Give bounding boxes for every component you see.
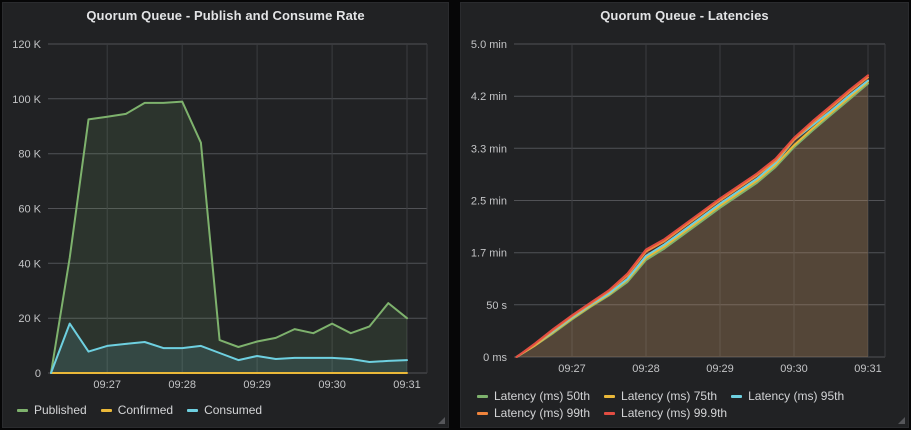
y-tick-label: 80 K xyxy=(18,149,41,161)
axis-labels: 5.0 min 4.2 min 3.3 min 2.5 min 1.7 min 50 s 0… xyxy=(471,39,882,375)
legend-item-published[interactable]: Published xyxy=(17,402,87,419)
y-tick-label: 100 K xyxy=(12,94,41,106)
area-published xyxy=(51,101,407,373)
panel-resize-handle-icon[interactable] xyxy=(438,417,445,424)
series-lines xyxy=(50,100,408,374)
legend-label: Consumed xyxy=(204,403,263,417)
panel-publish-consume-rate: Quorum Queue - Publish and Consume Rate … xyxy=(2,2,449,428)
y-tick-label: 3.3 min xyxy=(471,143,507,155)
x-tick-label: 09:31 xyxy=(854,363,882,375)
x-tick-label: 09:27 xyxy=(93,379,121,391)
legend-item-latency-ms-99-9th[interactable]: Latency (ms) 99.9th xyxy=(604,405,727,422)
y-tick-label: 60 K xyxy=(18,204,41,216)
legend-swatch-icon xyxy=(604,395,616,398)
axis-labels: 120 K 100 K 80 K 60 K 40 K 20 K 0 09:27 09:28 09:… xyxy=(12,39,421,391)
y-tick-label: 50 s xyxy=(486,300,507,312)
x-tick-label: 09:30 xyxy=(780,363,808,375)
legend-label: Latency (ms) 50th xyxy=(494,389,591,403)
series-lines xyxy=(515,74,869,358)
legend-swatch-icon xyxy=(477,412,488,415)
legend-swatch-icon xyxy=(604,412,616,415)
legend-swatch-icon xyxy=(187,409,199,412)
x-tick-label: 09:28 xyxy=(168,379,196,391)
line-published xyxy=(50,100,408,374)
legend-item-confirmed[interactable]: Confirmed xyxy=(100,402,174,419)
area-consumed xyxy=(51,323,407,373)
legend-item-latency-ms-99th[interactable]: Latency (ms) 99th xyxy=(477,405,590,422)
series-areas xyxy=(51,101,407,373)
latencies-chart[interactable]: 5.0 min 4.2 min 3.3 min 2.5 min 1.7 min 50 s 0… xyxy=(461,3,908,385)
legend-label: Latency (ms) 99th xyxy=(494,406,591,420)
legend-latencies: Latency (ms) 50th Latency (ms) 75th Latenc… xyxy=(477,388,869,422)
legend-item-latency-ms-75th[interactable]: Latency (ms) 75th xyxy=(604,388,717,405)
legend-item-consumed[interactable]: Consumed xyxy=(187,402,262,419)
y-tick-label: 1.7 min xyxy=(471,248,507,260)
legend-label: Confirmed xyxy=(117,403,174,417)
x-tick-label: 09:30 xyxy=(318,379,346,391)
panel-latencies: Quorum Queue - Latencies 5.0 min 4.2 min 3… xyxy=(460,2,909,428)
y-tick-label: 20 K xyxy=(18,313,41,325)
x-tick-label: 09:27 xyxy=(558,363,586,375)
panel-title-publish-consume[interactable]: Quorum Queue - Publish and Consume Rate xyxy=(86,8,365,23)
y-tick-label: 0 xyxy=(35,368,41,380)
area-latency-ms-50th xyxy=(516,83,868,357)
legend-publish-consume: Published Confirmed Consumed xyxy=(17,402,276,419)
y-tick-label: 2.5 min xyxy=(471,196,507,208)
legend-swatch-icon xyxy=(477,395,488,398)
legend-item-latency-ms-50th[interactable]: Latency (ms) 50th xyxy=(477,388,590,405)
x-tick-label: 09:29 xyxy=(706,363,734,375)
publish-consume-chart[interactable]: 120 K 100 K 80 K 60 K 40 K 20 K 0 09:27 09:28 09:… xyxy=(3,3,448,403)
legend-item-latency-ms-95th[interactable]: Latency (ms) 95th xyxy=(731,388,844,405)
legend-label: Published xyxy=(34,403,87,417)
y-tick-label: 120 K xyxy=(12,39,41,51)
legend-label: Latency (ms) 99.9th xyxy=(621,406,728,420)
legend-swatch-icon xyxy=(100,409,112,412)
area-latency-ms-95th xyxy=(516,80,868,357)
y-tick-label: 40 K xyxy=(18,258,41,270)
y-tick-label: 5.0 min xyxy=(471,39,507,51)
panel-resize-handle-icon[interactable] xyxy=(898,417,905,424)
legend-label: Latency (ms) 95th xyxy=(748,389,845,403)
legend-label: Latency (ms) 75th xyxy=(621,389,718,403)
y-tick-label: 0 ms xyxy=(483,352,507,364)
panel-title-latencies[interactable]: Quorum Queue - Latencies xyxy=(600,8,769,23)
legend-swatch-icon xyxy=(731,395,743,398)
x-tick-label: 09:28 xyxy=(632,363,660,375)
series-areas xyxy=(516,75,868,358)
y-tick-label: 4.2 min xyxy=(471,91,507,103)
legend-swatch-icon xyxy=(17,409,28,412)
x-tick-label: 09:31 xyxy=(393,379,421,391)
grid xyxy=(514,43,886,358)
line-latency-ms-99-9th xyxy=(515,74,869,358)
area-latency-ms-99-9th xyxy=(516,75,868,358)
area-latency-ms-99th xyxy=(516,77,868,358)
line-consumed xyxy=(50,322,408,374)
area-latency-ms-75th xyxy=(516,81,868,357)
x-tick-label: 09:29 xyxy=(243,379,271,391)
